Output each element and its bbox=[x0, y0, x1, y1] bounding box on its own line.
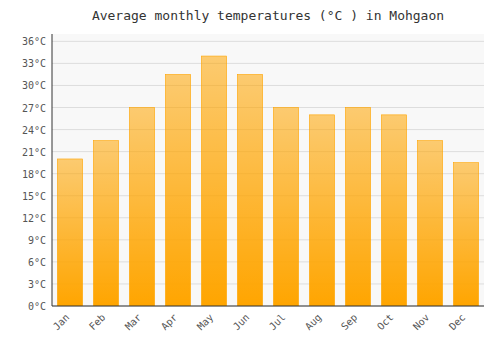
bar bbox=[165, 74, 190, 306]
y-tick-label: 15°C bbox=[22, 191, 46, 202]
x-tick-label: Jul bbox=[267, 312, 288, 333]
y-tick-label: 3°C bbox=[28, 279, 46, 290]
plot-background bbox=[52, 34, 484, 306]
y-tick-label: 12°C bbox=[22, 213, 46, 224]
y-tick-label: 36°C bbox=[22, 36, 46, 47]
grid-line bbox=[52, 41, 484, 42]
x-tick-label: Jan bbox=[51, 312, 72, 333]
grid-line bbox=[52, 129, 484, 130]
title: Average monthly temperatures (°C ) in Mo… bbox=[92, 8, 444, 23]
y-tick-label: 0°C bbox=[28, 301, 46, 312]
bar bbox=[57, 159, 82, 306]
grid-line bbox=[52, 85, 484, 86]
y-tick-label: 33°C bbox=[22, 58, 46, 69]
x-tick-label: May bbox=[195, 312, 216, 333]
x-tick-label: Sep bbox=[339, 312, 360, 333]
chart: Average monthly temperatures (°C ) in Mo… bbox=[0, 0, 500, 350]
y-tick-label: 24°C bbox=[22, 125, 46, 136]
x-tick-label: Dec bbox=[447, 312, 468, 333]
x-tick-label: Mar bbox=[123, 312, 144, 333]
bar bbox=[93, 141, 118, 306]
bar bbox=[201, 56, 226, 306]
bar bbox=[309, 115, 334, 306]
bar bbox=[273, 108, 298, 306]
x-tick-label: Oct bbox=[375, 312, 396, 333]
y-tick-label: 6°C bbox=[28, 257, 46, 268]
bar bbox=[453, 163, 478, 306]
bar bbox=[381, 115, 406, 306]
y-tick-label: 18°C bbox=[22, 169, 46, 180]
grid-line bbox=[52, 107, 484, 108]
y-tick-label: 30°C bbox=[22, 80, 46, 91]
x-axis bbox=[52, 306, 484, 307]
x-tick-label: Aug bbox=[303, 312, 324, 333]
x-tick-label: Nov bbox=[411, 312, 432, 333]
bar bbox=[237, 74, 262, 306]
bar bbox=[129, 108, 154, 306]
y-axis bbox=[52, 34, 53, 306]
x-tick-label: Apr bbox=[159, 312, 180, 333]
x-tick-label: Jun bbox=[231, 312, 252, 333]
grid-line bbox=[52, 306, 484, 307]
bars bbox=[57, 56, 478, 306]
y-tick-label: 21°C bbox=[22, 147, 46, 158]
bar bbox=[345, 108, 370, 306]
y-tick-label: 27°C bbox=[22, 103, 46, 114]
grid-line bbox=[52, 63, 484, 64]
bar bbox=[417, 141, 442, 306]
y-tick-label: 9°C bbox=[28, 235, 46, 246]
x-tick-label: Feb bbox=[87, 312, 108, 333]
